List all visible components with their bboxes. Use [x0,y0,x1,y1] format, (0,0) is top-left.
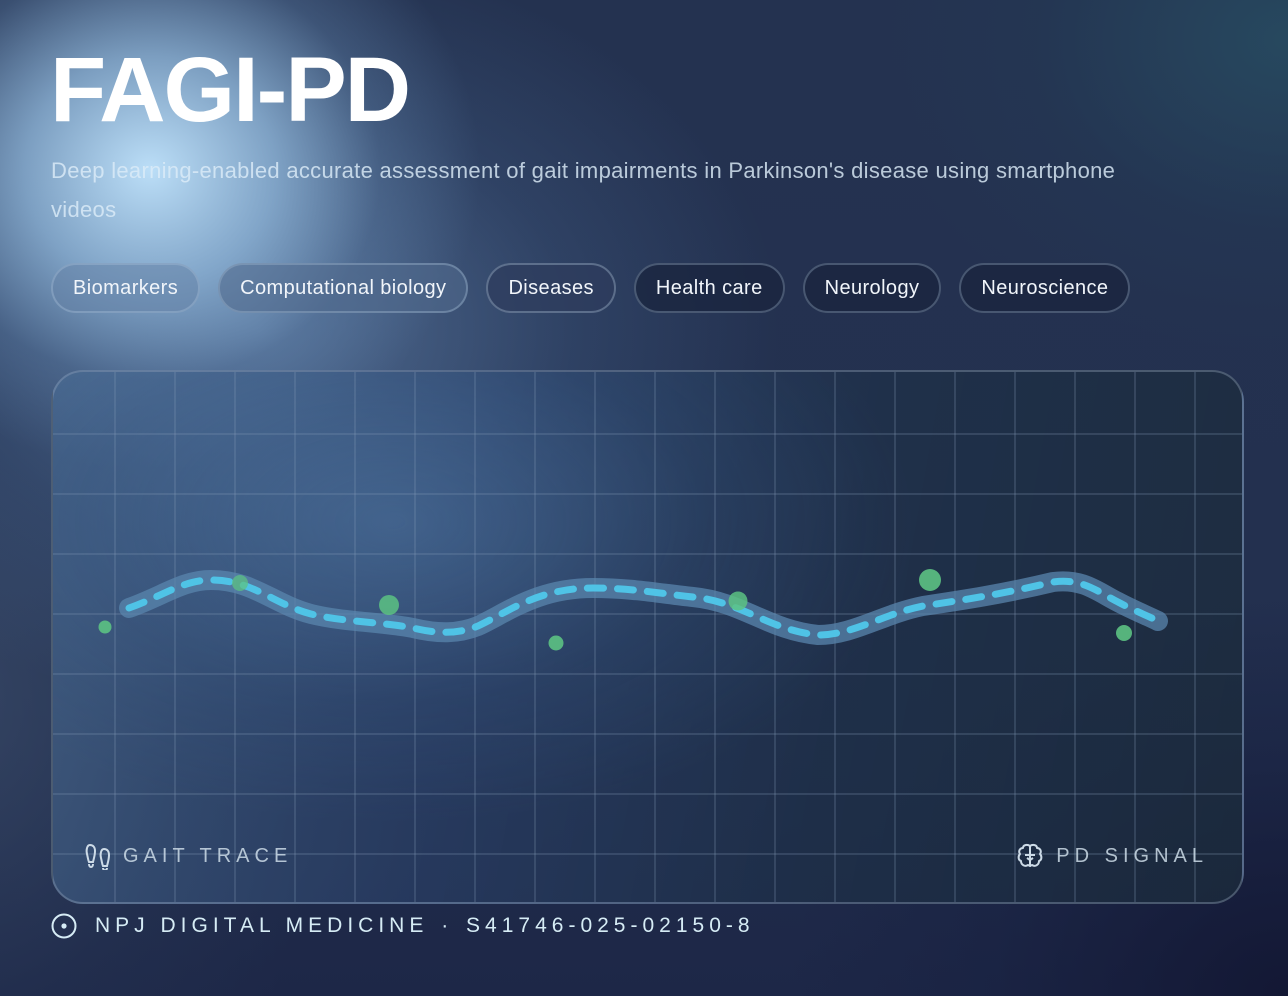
page-title: FAGI-PD [50,39,411,141]
citation-footer: NPJ DIGITAL MEDICINE · S41746-025-02150-… [51,913,755,939]
tag-health-care[interactable]: Health care [633,263,785,313]
pd-signal-label: PD SIGNAL [1016,842,1208,870]
tag-computational-biology[interactable]: Computational biology [218,263,469,313]
brain-icon [1017,843,1043,867]
signal-dots [98,569,1132,651]
gait-trace-label: GAIT TRACE [85,842,292,870]
article-id: S41746-025-02150-8 [466,914,755,937]
tag-neurology[interactable]: Neurology [802,263,942,313]
gait-trace-plot [53,372,1242,902]
footer-separator: · [441,914,454,937]
tag-diseases[interactable]: Diseases [486,263,616,313]
gait-trace-text: GAIT TRACE [123,844,293,867]
grid-lines [53,372,1242,902]
tag-neuroscience[interactable]: Neuroscience [959,263,1131,313]
page-subtitle: Deep learning-enabled accurate assessmen… [51,158,1116,222]
target-circle-icon [51,913,77,939]
journal-name: NPJ DIGITAL MEDICINE [95,914,429,937]
gait-trace-line [125,576,1162,639]
tag-biomarkers[interactable]: Biomarkers [51,263,201,313]
gait-visual-card: GAIT TRACE PD SIGNAL [51,370,1244,904]
gait-trace-halo [119,570,1168,645]
footprints-icon [85,843,111,870]
pd-signal-text: PD SIGNAL [1056,844,1208,867]
tag-list: Biomarkers Computational biology Disease… [51,263,1131,313]
